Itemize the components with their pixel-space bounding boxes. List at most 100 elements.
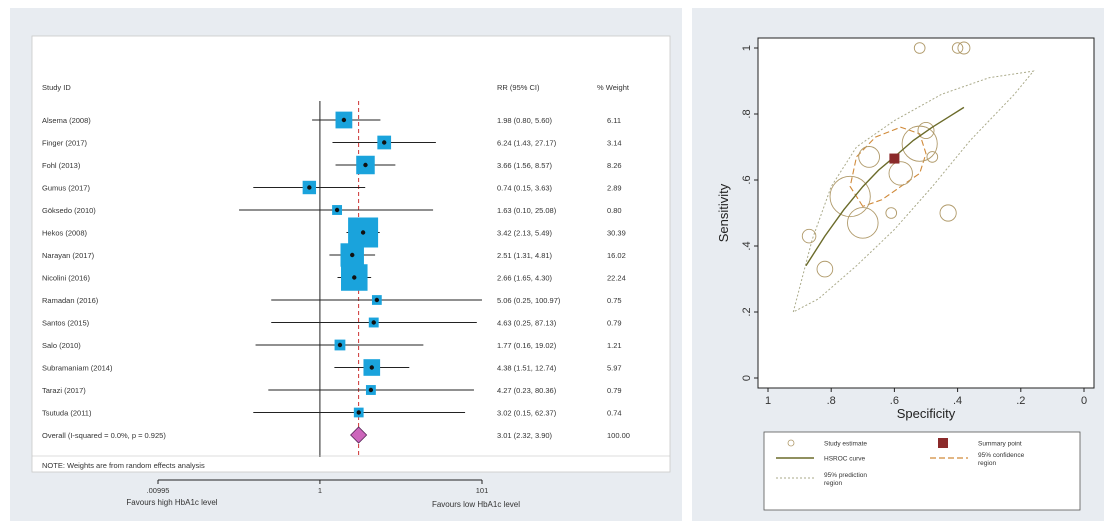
study-point [341,117,347,123]
study-rr-ci: 1.63 (0.10, 25.08) [497,206,557,215]
y-axis-title: Sensitivity [716,183,731,242]
study-point [360,230,366,235]
study-label: Hekos (2008) [42,229,88,238]
legend-label: Summary point [978,441,1022,448]
study-point [352,275,357,280]
study-point [334,207,340,213]
study-rr-ci: 3.02 (0.15, 62.37) [497,409,557,418]
study-estimate [885,207,898,219]
study-label: Göksedo (2010) [42,206,96,215]
study-label: Tarazi (2017) [42,386,86,395]
study-estimate [939,204,957,222]
study-point [337,342,343,348]
legend: Study estimate Summary point HSROC curve 95… [763,431,1081,511]
study-rr-ci: 2.51 (1.31, 4.81) [497,251,553,260]
hsroc-curve [805,106,965,267]
x-tick-label: .6 [890,395,899,407]
x-tick-label: .4 [953,395,962,407]
overall-diamond [350,426,368,444]
study-estimate [847,207,879,239]
sroc-plot-area [757,37,1095,389]
study-estimate [957,41,971,55]
study-point [371,320,376,325]
y-tick-label: 0 [741,375,753,381]
study-estimate [913,42,926,54]
study-estimate [951,42,964,54]
study-weight: 30.39 [607,229,626,238]
study-weight: 1.21 [607,341,622,350]
summary-point [889,153,900,164]
study-estimate [858,146,880,168]
study-rr-ci: 6.24 (1.43, 27.17) [497,139,557,148]
study-estimate [888,161,913,186]
y-tick-label: .2 [741,307,753,316]
study-rr-ci: 5.06 (0.25, 100.97) [497,296,561,305]
study-weight: 2.89 [607,184,622,193]
study-point [382,140,387,145]
study-weight: 22.24 [607,274,626,283]
y-tick-label: 1 [741,45,753,51]
study-weight: 6.11 [607,116,621,125]
study-weight: 3.14 [607,139,622,148]
legend-label: 95% prediction [824,472,867,479]
legend-box [763,431,1081,511]
study-label: Tsutuda (2011) [42,409,92,418]
overall-label: Overall (I-squared = 0.0%, p = 0.925) [42,431,166,440]
forest-plot: Study ID RR (95% CI) % Weight Alsema (2008)… [31,35,671,509]
study-rr-ci: 4.27 (0.23, 80.36) [497,386,557,395]
xlabel-left: Favours high HbA1c level [126,498,217,507]
x-tick-label: 1 [765,395,771,407]
study-rr-ci: 3.66 (1.56, 8.57) [497,161,553,170]
overall-rr-ci: 3.01 (2.32, 3.90) [497,431,553,440]
study-point [350,252,355,258]
y-tick-label: .6 [741,175,753,184]
study-label: Narayan (2017) [42,251,95,260]
study-estimate [829,175,871,218]
legend-label-cont: region [978,460,996,467]
study-point [307,185,312,190]
study-label: Alsema (2008) [42,116,91,125]
study-weight: 0.79 [607,319,622,328]
study-label: Gumus (2017) [42,184,90,193]
study-label: Finger (2017) [42,139,88,148]
study-point [374,297,380,303]
study-label: Fohl (2013) [42,161,81,170]
study-estimate [917,122,935,139]
study-rr-ci: 0.74 (0.15, 3.63) [497,184,553,193]
study-estimate [816,260,834,278]
header-rr-ci: RR (95% CI) [497,83,540,92]
prediction-region [792,70,1035,313]
study-estimate [926,151,939,163]
study-weight: 16.02 [607,251,626,260]
study-weight: 0.75 [607,296,622,305]
sroc-plot-panel: 1 .8 .6 .4 .2 0 0 .2 .4 .6 .8 1 Specificity Sensitivi… [692,8,1104,521]
x-tick-label: .8 [827,395,836,407]
legend-symbol-estimate [787,439,795,447]
study-weight: 5.97 [607,364,622,373]
study-rr-ci: 3.42 (2.13, 5.49) [497,229,553,238]
overall-weight: 100.00 [607,431,630,440]
study-rr-ci: 2.66 (1.65, 4.30) [497,274,553,283]
study-label: Santos (2015) [42,319,90,328]
y-tick-label: .4 [741,241,753,250]
study-rr-ci: 1.98 (0.80, 5.60) [497,116,553,125]
study-point [363,162,368,168]
study-label: Nicolini (2016) [42,274,90,283]
study-point [369,365,374,370]
header-study-id: Study ID [42,83,71,92]
study-weight: 0.80 [607,206,622,215]
study-weight: 8.26 [607,161,622,170]
study-weight: 0.74 [607,409,622,418]
x-tick-label: 1 [318,486,322,495]
study-estimate [801,228,817,244]
x-tick-label: .2 [1016,395,1025,407]
xlabel-right: Favours low HbA1c level [432,500,520,509]
legend-label: Study estimate [824,441,867,448]
study-point [356,410,361,415]
header-weight: % Weight [597,83,630,92]
y-tick-label: .8 [741,109,753,118]
x-axis-title: Specificity [897,406,956,421]
sroc-plot: 1 .8 .6 .4 .2 0 0 .2 .4 .6 .8 1 Specificity Sensitivi… [716,37,1095,511]
legend-label: HSROC curve [824,456,866,463]
study-point [368,387,374,393]
